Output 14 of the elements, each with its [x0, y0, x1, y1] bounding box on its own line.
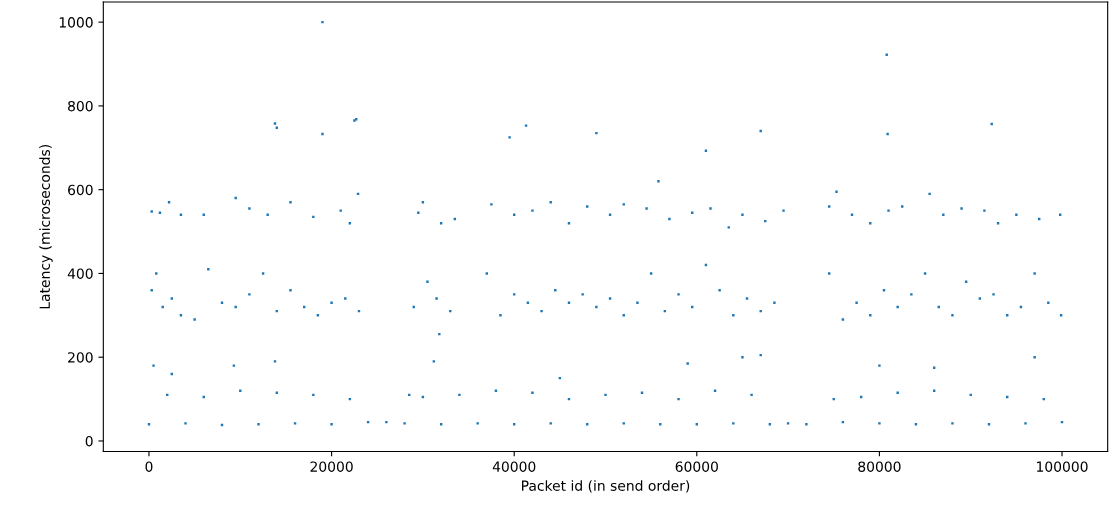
x-axis-title: Packet id (in send order) [522, 480, 690, 493]
x-tick-label: 60000 [675, 461, 718, 472]
y-tick-label: 400 [67, 268, 93, 279]
x-tick-label: 20000 [310, 461, 353, 472]
y-tick-label: 0 [85, 435, 93, 447]
y-tick-label: 1000 [59, 17, 93, 28]
y-tick-label: 800 [68, 100, 93, 112]
x-tick-label: 80000 [858, 461, 901, 472]
y-axis-title: Latency (microseconds) [39, 145, 53, 309]
x-tick-label: 40000 [492, 461, 536, 472]
y-tick-label: 600 [68, 184, 93, 196]
x-tick-label: 0 [145, 461, 153, 472]
x-tick-label: 100000 [1037, 461, 1088, 472]
y-tick-label: 200 [68, 352, 93, 363]
